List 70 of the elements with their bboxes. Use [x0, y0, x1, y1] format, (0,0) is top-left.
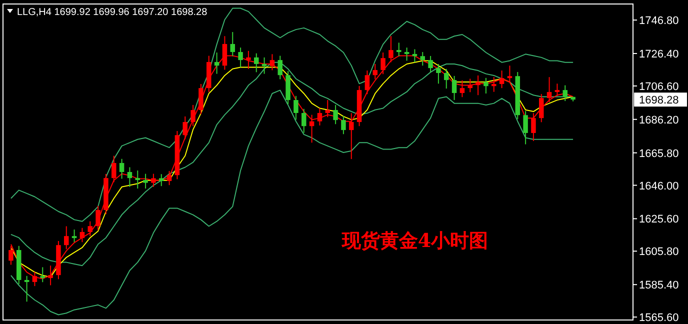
candlestick — [452, 75, 457, 101]
candlestick — [507, 65, 512, 83]
candlestick — [278, 55, 282, 80]
candlestick — [238, 47, 243, 68]
candlestick — [159, 174, 164, 187]
y-tick-label: 1646.00 — [639, 180, 679, 192]
y-tick-label: 1746.80 — [639, 15, 679, 28]
candlestick — [539, 93, 544, 123]
y-tick-label: 1585.40 — [639, 280, 679, 292]
y-tick-label: 1686.20 — [639, 114, 679, 126]
candlestick — [230, 32, 235, 57]
candlestick — [166, 170, 172, 186]
y-tick-label: 1605.80 — [639, 246, 679, 258]
candlestick — [396, 42, 402, 57]
candlestick — [151, 173, 156, 188]
line-series — [10, 8, 574, 222]
candlestick — [492, 76, 496, 92]
candlestick — [476, 74, 480, 96]
candlestick — [436, 63, 441, 84]
candlestick — [119, 158, 124, 180]
candlestick — [546, 76, 552, 103]
candlestick — [484, 77, 488, 94]
candlestick — [428, 55, 433, 73]
y-tick-label: 1565.60 — [639, 312, 679, 324]
candlestick — [317, 108, 322, 126]
chart-title: LLG,H4 1699.92 1699.96 1697.20 1698.28 — [17, 7, 208, 18]
candlestick — [412, 48, 418, 63]
candlestick — [24, 275, 30, 302]
candlestick — [523, 110, 528, 145]
candlestick — [214, 52, 220, 74]
candlestick — [444, 68, 449, 90]
candlestick — [182, 116, 188, 140]
candlestick — [531, 112, 536, 142]
candlestick — [72, 229, 77, 243]
candlestick — [190, 104, 196, 127]
candlestick — [88, 220, 92, 237]
line-series — [10, 90, 574, 316]
candlestick — [198, 83, 204, 115]
candlestick — [562, 84, 568, 102]
annotation: 现货黄金4小时图 — [340, 230, 488, 252]
candlestick — [309, 114, 314, 144]
candlestick — [64, 226, 69, 250]
candlestick — [364, 70, 370, 95]
candlestick — [325, 100, 330, 118]
candlestick — [254, 52, 259, 73]
candlestick — [302, 108, 306, 134]
candlestick — [262, 56, 267, 74]
candlestick — [333, 104, 338, 125]
y-tick-label: 1665.80 — [639, 148, 679, 160]
candlestick — [135, 170, 140, 190]
candlestick — [40, 266, 45, 283]
candlestick — [468, 78, 472, 93]
candlestick — [112, 155, 116, 183]
candlestick — [127, 166, 132, 188]
candlestick — [80, 227, 85, 243]
candlestick — [349, 112, 354, 160]
candlestick — [404, 47, 410, 62]
candlestick — [372, 63, 378, 80]
y-tick-label: 1706.60 — [639, 80, 679, 93]
y-tick-label: 1625.60 — [639, 214, 679, 226]
candlestick — [294, 95, 298, 120]
candlestick — [460, 80, 465, 98]
candlestick — [499, 70, 504, 89]
y-tick-label: 1726.40 — [639, 48, 679, 60]
candlestick — [96, 205, 100, 231]
candlestick — [341, 115, 346, 135]
candlestick — [143, 173, 148, 190]
text: 1698.28 — [639, 94, 679, 107]
candlestick — [420, 52, 425, 66]
candlestick — [554, 83, 560, 97]
